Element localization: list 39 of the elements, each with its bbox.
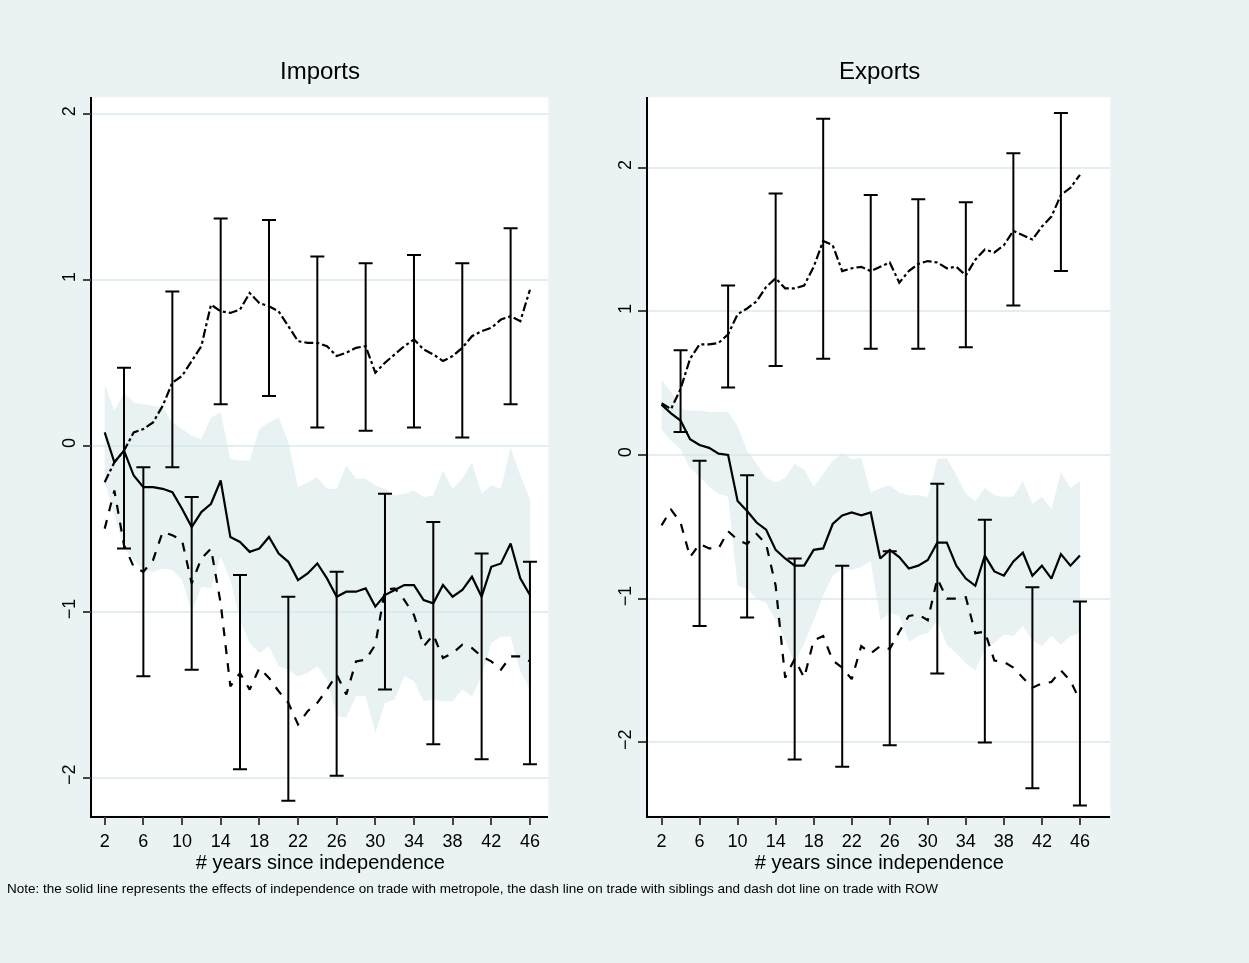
x-tick-label: 14: [765, 831, 786, 852]
x-tick-label: 30: [917, 831, 938, 852]
x-tick-label: 10: [172, 831, 193, 852]
x-axis-title: # years since independence: [754, 851, 1004, 874]
x-tick-label: 2: [99, 831, 110, 852]
x-tick-label: 22: [841, 831, 862, 852]
y-tick-label: 0: [615, 447, 636, 458]
x-tick-label: 42: [1031, 831, 1052, 852]
x-tick-label: 26: [326, 831, 347, 852]
y-tick-label: 2: [615, 159, 636, 170]
x-tick-label: 38: [442, 831, 463, 852]
y-tick-label: 1: [59, 272, 80, 283]
x-tick-label: 18: [803, 831, 824, 852]
x-tick-label: 22: [287, 831, 309, 852]
y-tick-label: −1: [615, 585, 636, 607]
x-tick-label: 6: [694, 831, 705, 852]
x-tick-label: 18: [249, 831, 270, 852]
y-tick-label: 1: [615, 303, 636, 314]
x-tick-label: 30: [365, 831, 386, 852]
y-tick-label: −2: [615, 729, 636, 750]
text: Note: the solid line represents the effects of independence on trade with metropole, the dash line on trade with siblings and dash dot line on trade with ROW: [7, 881, 939, 896]
x-tick-label: 10: [727, 831, 748, 852]
chart-title: Imports: [280, 57, 361, 84]
x-tick-label: 34: [955, 831, 976, 852]
chart-title: Exports: [839, 57, 921, 84]
x-tick-label: 42: [481, 831, 502, 852]
y-tick-label: 0: [59, 437, 80, 448]
x-axis-title: # years since independence: [195, 851, 445, 874]
x-tick-label: 6: [138, 831, 149, 852]
y-tick-label: −2: [59, 764, 80, 786]
x-tick-label: 26: [879, 831, 900, 852]
y-tick-label: 2: [59, 106, 80, 117]
x-tick-label: 46: [519, 831, 540, 852]
x-tick-label: 14: [210, 831, 231, 852]
x-tick-label: 46: [1069, 831, 1090, 852]
x-tick-label: 38: [993, 831, 1014, 852]
x-tick-label: 2: [656, 831, 667, 852]
y-tick-label: −1: [59, 598, 80, 620]
x-tick-label: 34: [403, 831, 424, 852]
